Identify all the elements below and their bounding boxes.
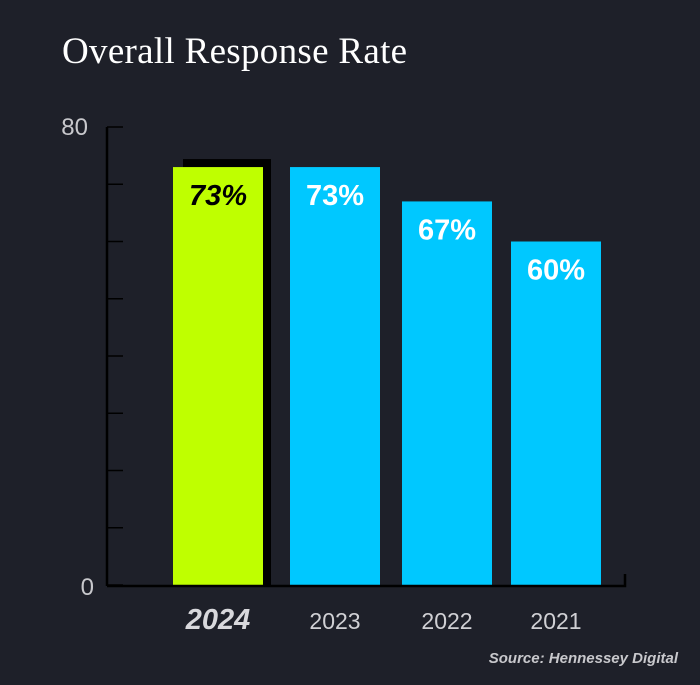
x-tick-label: 2024	[185, 604, 251, 636]
x-tick-label: 2023	[309, 608, 360, 634]
bar-2024	[173, 167, 263, 585]
y-tick-label: 80	[61, 114, 88, 141]
source-note: Source: Hennessey Digital	[488, 650, 678, 667]
x-tick-label: 2022	[421, 608, 472, 634]
data-label: 73%	[306, 180, 364, 212]
bar-2023	[290, 167, 380, 585]
y-tick-label: 0	[81, 574, 94, 601]
data-label: 60%	[527, 255, 585, 287]
data-label: 73%	[189, 180, 247, 212]
bar-2022	[402, 201, 492, 586]
data-label: 67%	[418, 214, 476, 246]
x-tick-label: 2021	[530, 608, 581, 634]
x-axis-line	[107, 574, 627, 588]
chart-title: Overall Response Rate	[62, 31, 408, 72]
bar-2021	[511, 241, 601, 585]
